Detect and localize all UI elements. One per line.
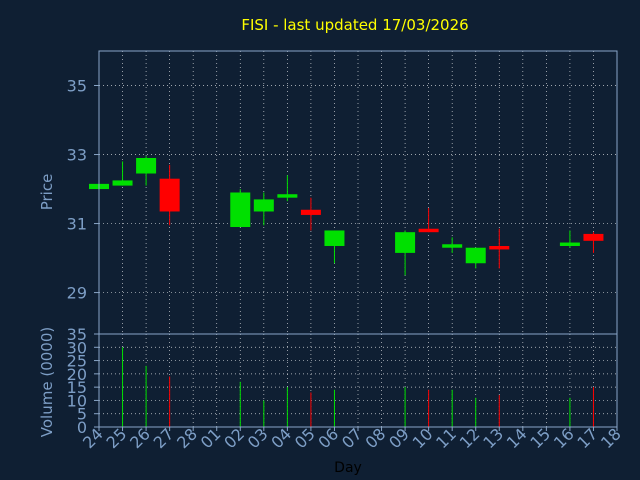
candle-11	[442, 237, 463, 253]
candle-body	[230, 192, 251, 228]
candle-27	[159, 164, 180, 226]
candles	[89, 156, 604, 276]
volume-tick-label: 25	[67, 352, 87, 371]
candle-04	[277, 175, 298, 202]
volume-tick-label: 30	[67, 338, 87, 357]
price-tick-label: 29	[67, 284, 87, 303]
candle-body	[136, 157, 157, 174]
candle-10	[418, 208, 439, 233]
price-tick-labels: 29 31 33 35	[67, 77, 99, 303]
candle-body	[418, 228, 439, 233]
x-axis-label: Day	[334, 460, 362, 476]
volume-tick-label: 5	[77, 405, 87, 424]
candle-26	[136, 156, 157, 186]
volume-grid	[99, 334, 617, 427]
volume-tick-label: 35	[67, 325, 87, 344]
candle-16	[559, 230, 580, 248]
price-tick-label: 33	[67, 146, 87, 165]
volume-tick-label: 15	[67, 378, 87, 397]
candle-09	[395, 230, 416, 276]
candle-body	[112, 180, 133, 186]
volume-tick-label: 20	[67, 365, 87, 384]
chart-title: FISI - last updated 17/03/2026	[241, 16, 468, 34]
candle-12	[465, 247, 486, 269]
candle-13	[489, 228, 510, 269]
x-tick-labels: 2425262728010203040506070809101112131415…	[79, 424, 625, 452]
candle-body	[489, 245, 510, 250]
x-tick-label: 18	[597, 424, 625, 452]
candle-body	[300, 209, 321, 215]
candle-body	[159, 178, 180, 212]
candle-05	[300, 197, 321, 231]
candle-body	[583, 233, 604, 241]
volume-tick-label: 10	[67, 391, 87, 410]
volume-bars	[122, 347, 594, 427]
candle-17	[583, 232, 604, 253]
candle-body	[253, 199, 274, 212]
price-tick-label: 31	[67, 215, 87, 234]
volume-axis-label: Volume (0000)	[38, 327, 56, 437]
candle-body	[324, 230, 345, 246]
candle-25	[112, 161, 133, 186]
price-axis-label: Price	[38, 174, 56, 211]
candle-06	[324, 230, 345, 264]
candle-03	[253, 192, 274, 226]
volume-tick-label: 0	[77, 418, 87, 437]
candle-body	[559, 242, 580, 246]
price-tick-label: 35	[67, 77, 87, 96]
candle-body	[442, 244, 463, 248]
candle-body	[465, 247, 486, 264]
candle-body	[277, 194, 298, 198]
candle-body	[395, 232, 416, 253]
volume-panel-frame	[98, 333, 618, 428]
candle-02	[230, 189, 251, 228]
